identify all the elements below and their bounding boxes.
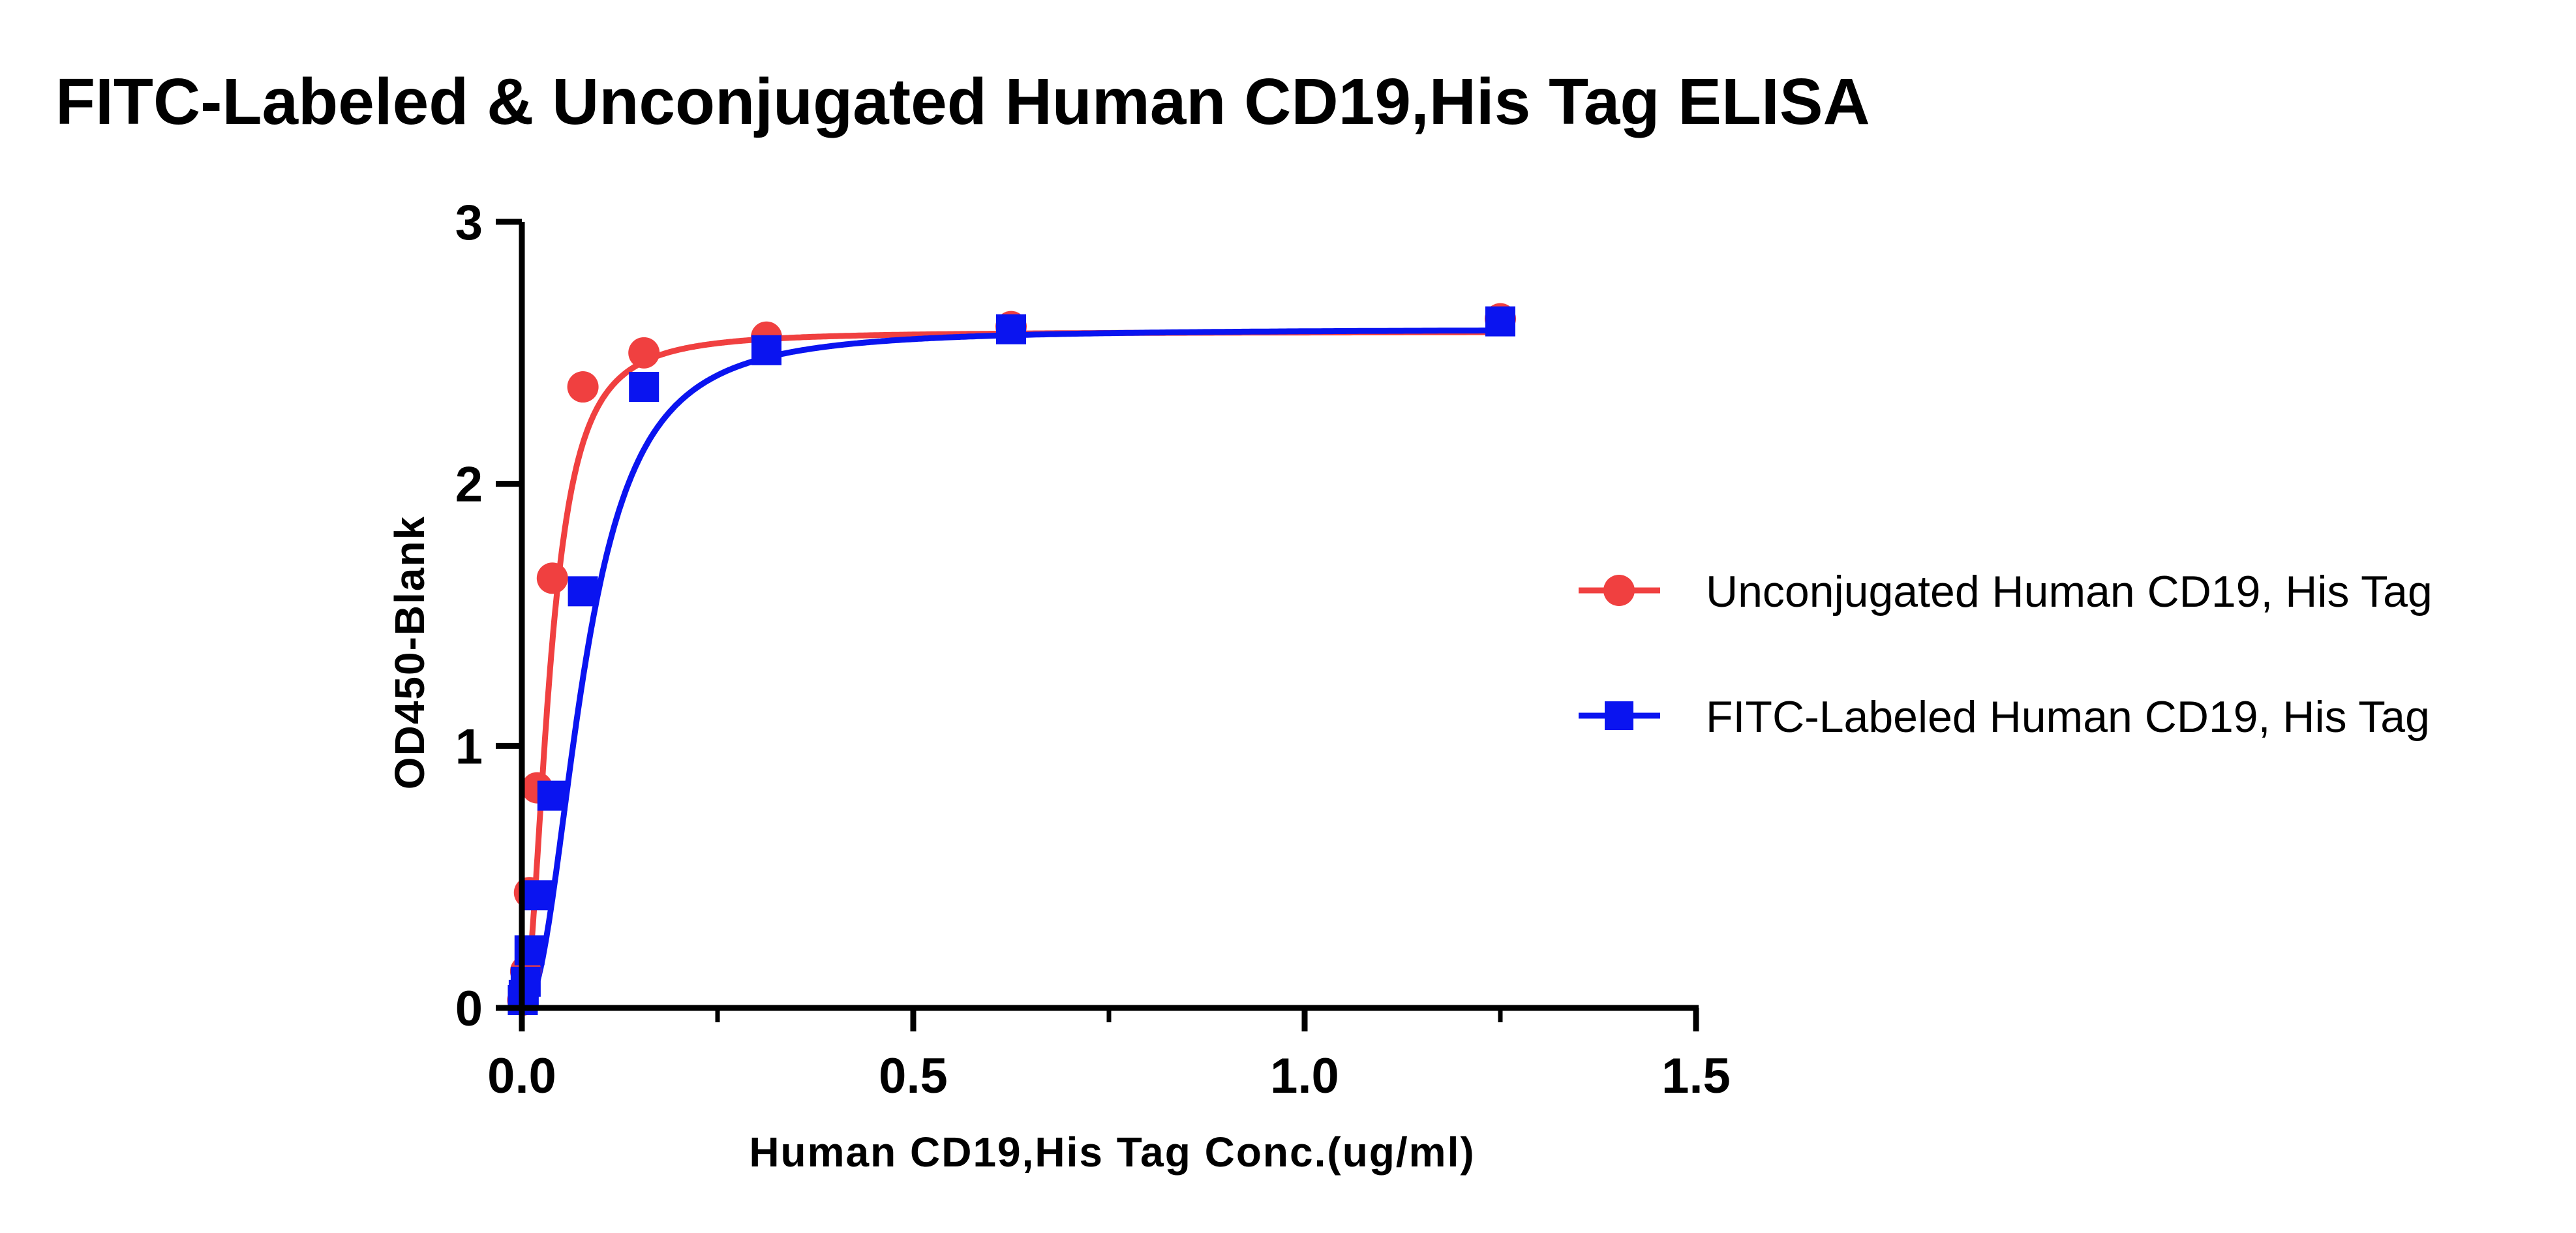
legend-item-unconjugated: Unconjugated Human CD19, His Tag <box>1579 567 2432 616</box>
data-point-unconjugated <box>536 562 568 594</box>
data-point-fitc-labeled <box>629 372 659 403</box>
data-point-fitc-labeled <box>1485 306 1515 337</box>
y-tick-label: 0 <box>455 981 483 1037</box>
data-point-unconjugated <box>628 337 660 369</box>
legend-item-fitc-labeled: FITC-Labeled Human CD19, His Tag <box>1579 692 2430 742</box>
x-axis-title: Human CD19,His Tag Conc.(ug/ml) <box>749 1129 1475 1176</box>
legend-label-unconjugated: Unconjugated Human CD19, His Tag <box>1706 567 2432 616</box>
x-ticks: 0.0 0.5 1.0 1.5 <box>487 1008 1731 1104</box>
axes <box>519 222 1699 1011</box>
data-point-fitc-labeled <box>751 335 781 365</box>
data-point-fitc-labeled <box>522 880 553 911</box>
legend-marker-unconjugated <box>1603 575 1635 606</box>
x-tick-label: 1.0 <box>1270 1048 1339 1104</box>
y-ticks: 0 1 2 3 <box>455 195 522 1037</box>
legend: Unconjugated Human CD19, His Tag FITC-La… <box>1579 567 2432 742</box>
chart-title: FITC-Labeled & Unconjugated Human CD19,H… <box>55 65 1870 138</box>
y-axis-title: OD450-Blank <box>386 515 433 789</box>
data-point-fitc-labeled <box>568 576 598 607</box>
data-point-fitc-labeled <box>996 314 1026 344</box>
y-tick-label: 1 <box>455 719 483 774</box>
x-tick-label: 0.0 <box>487 1048 556 1104</box>
x-tick-label: 1.5 <box>1661 1048 1731 1104</box>
data-point-fitc-labeled <box>537 780 568 811</box>
x-tick-label: 0.5 <box>879 1048 948 1104</box>
y-tick-label: 3 <box>455 195 483 251</box>
fit-curves <box>519 327 1501 1011</box>
legend-label-fitc-labeled: FITC-Labeled Human CD19, His Tag <box>1706 692 2430 742</box>
data-point-fitc-labeled <box>510 966 541 997</box>
y-tick-label: 2 <box>455 457 483 513</box>
fit-curve-fitc-labeled <box>521 327 1501 1011</box>
legend-marker-fitc-labeled <box>1605 701 1633 730</box>
data-markers <box>507 303 1516 1016</box>
plot-area: 0.0 0.5 1.0 1.5 0 1 2 3 <box>455 195 1731 1104</box>
data-point-unconjugated <box>567 371 599 403</box>
fit-curve-unconjugated <box>519 329 1500 1011</box>
